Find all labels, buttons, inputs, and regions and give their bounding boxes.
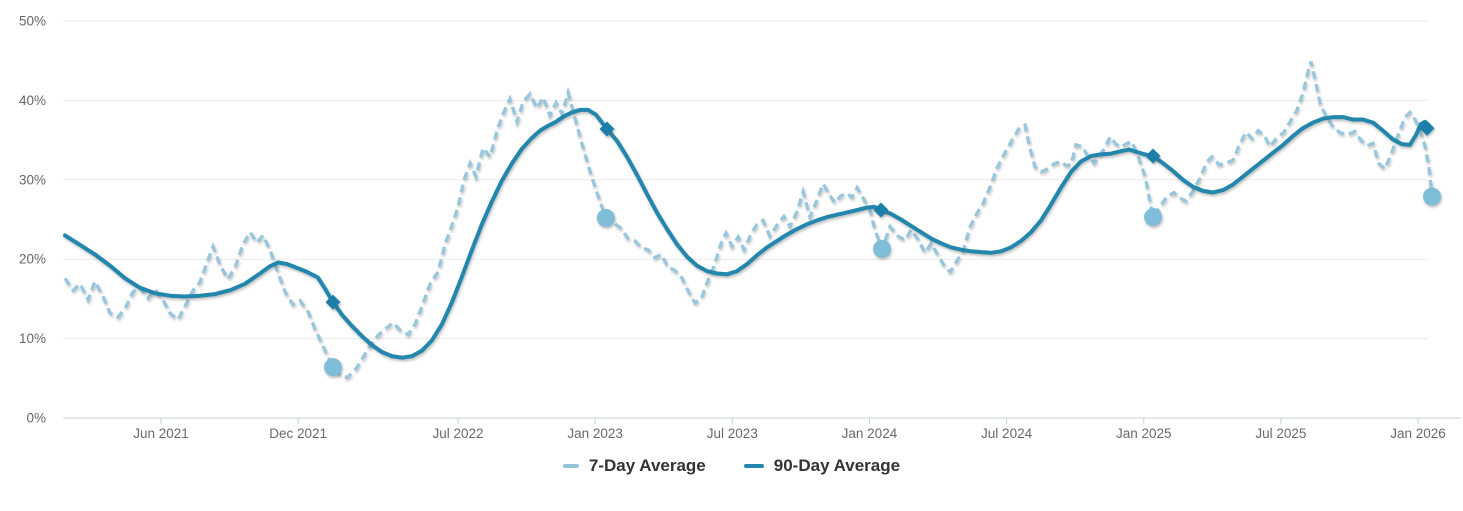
legend-label-90-day: 90-Day Average xyxy=(773,456,901,475)
axes xyxy=(63,417,1461,424)
marker-diamond-90-day xyxy=(1419,120,1435,136)
x-tick-label: Jul 2022 xyxy=(433,426,484,441)
legend-label-7-day: 7-Day Average xyxy=(588,456,706,475)
marker-diamond-90-day xyxy=(873,202,889,218)
y-tick-label: 40% xyxy=(19,93,46,108)
x-tick-label: Jan 2023 xyxy=(567,426,623,441)
x-tick-label: Jan 2025 xyxy=(1116,426,1172,441)
legend-swatch-90-day-dash xyxy=(743,464,764,468)
x-tick-label: Jul 2025 xyxy=(1255,426,1306,441)
marker-diamond-90-day xyxy=(325,294,341,310)
series-lines xyxy=(63,61,1434,380)
marker-diamond-90-day xyxy=(1145,148,1161,164)
x-tick-label: Dec 2021 xyxy=(269,426,327,441)
y-tick-label: 20% xyxy=(19,252,46,267)
legend-item-7-day-average[interactable]: 7-Day Average xyxy=(562,456,706,476)
y-tick-label: 50% xyxy=(19,14,46,29)
marker-circle-7-day xyxy=(1144,208,1163,227)
x-tick-label: Jul 2024 xyxy=(981,426,1033,441)
axis-labels: 0% 10% 20% 30% 40% 50% Jun 2021 Dec 2021 Jul 202… xyxy=(19,14,1446,442)
marker-circle-7-day xyxy=(873,239,892,258)
x-tick-label: Jun 2021 xyxy=(133,426,189,441)
legend-item-90-day-average[interactable]: 90-Day Average xyxy=(743,456,901,476)
x-tick-label: Jan 2026 xyxy=(1390,426,1446,441)
y-tick-label: 0% xyxy=(26,411,46,426)
marker-circle-7-day xyxy=(596,208,615,227)
x-tick-label: Jan 2024 xyxy=(842,426,898,441)
gridlines xyxy=(63,20,1428,340)
marker-circle-7-day xyxy=(1422,187,1441,206)
marker-diamond-90-day xyxy=(599,121,615,137)
legend-swatch-7-day-dash xyxy=(562,464,579,468)
y-tick-label: 10% xyxy=(19,331,46,346)
series-line-90-day xyxy=(63,107,1429,360)
y-tick-label: 30% xyxy=(19,172,46,187)
x-tick-label: Jul 2023 xyxy=(707,426,758,441)
legend: 7-Day Average 90-Day Average xyxy=(0,456,1463,476)
series-line-7-day xyxy=(63,61,1434,380)
series-markers xyxy=(323,120,1441,377)
marker-circle-7-day xyxy=(323,358,342,377)
